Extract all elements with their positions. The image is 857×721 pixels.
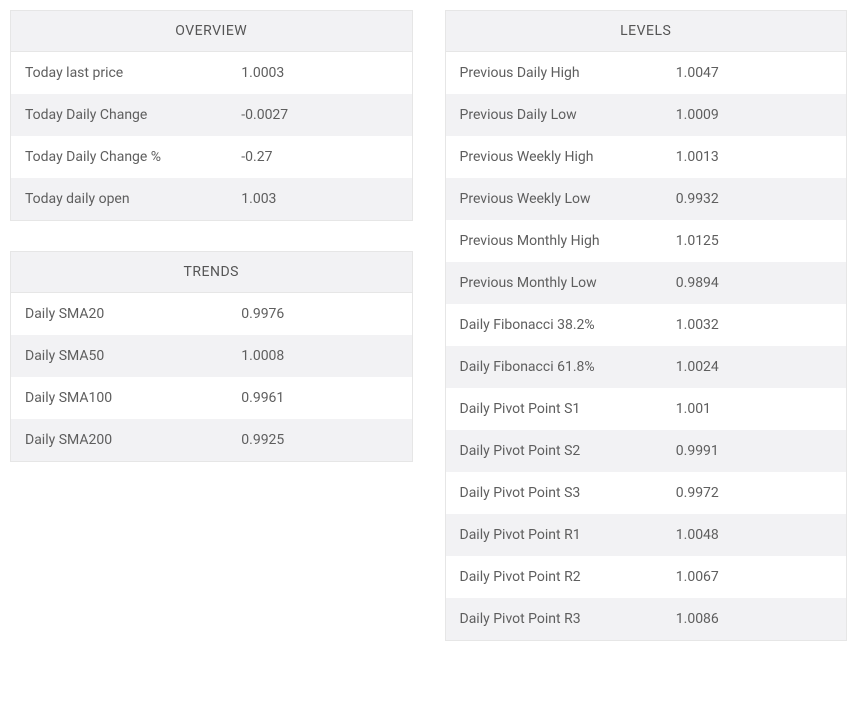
table-row: Previous Weekly High1.0013 bbox=[446, 136, 847, 178]
row-label: Daily Pivot Point R3 bbox=[446, 598, 662, 640]
levels-tbody: Previous Daily High1.0047Previous Daily … bbox=[446, 52, 847, 640]
row-value: 1.0047 bbox=[662, 52, 846, 94]
left-column: OVERVIEW Today last price1.0003Today Dai… bbox=[10, 10, 413, 462]
row-value: 0.9976 bbox=[227, 293, 411, 335]
table-row: Daily SMA200.9976 bbox=[11, 293, 412, 335]
table-row: Today last price1.0003 bbox=[11, 52, 412, 94]
row-value: 1.0086 bbox=[662, 598, 846, 640]
trends-tbody: Daily SMA200.9976Daily SMA501.0008Daily … bbox=[11, 293, 412, 461]
levels-table: Previous Daily High1.0047Previous Daily … bbox=[446, 52, 847, 640]
row-value: 0.9961 bbox=[227, 377, 411, 419]
trends-panel: TRENDS Daily SMA200.9976Daily SMA501.000… bbox=[10, 251, 413, 462]
tables-layout: OVERVIEW Today last price1.0003Today Dai… bbox=[10, 10, 847, 641]
row-value: 1.0032 bbox=[662, 304, 846, 346]
row-value: 1.0008 bbox=[227, 335, 411, 377]
row-value: 1.0048 bbox=[662, 514, 846, 556]
row-value: 0.9932 bbox=[662, 178, 846, 220]
table-row: Daily Pivot Point R11.0048 bbox=[446, 514, 847, 556]
table-row: Previous Daily Low1.0009 bbox=[446, 94, 847, 136]
row-value: 0.9972 bbox=[662, 472, 846, 514]
row-label: Previous Monthly High bbox=[446, 220, 662, 262]
row-label: Previous Daily High bbox=[446, 52, 662, 94]
row-label: Daily Pivot Point S3 bbox=[446, 472, 662, 514]
table-row: Previous Monthly High1.0125 bbox=[446, 220, 847, 262]
row-value: 1.0013 bbox=[662, 136, 846, 178]
row-label: Daily Pivot Point S1 bbox=[446, 388, 662, 430]
row-label: Daily SMA200 bbox=[11, 419, 227, 461]
row-label: Daily Fibonacci 38.2% bbox=[446, 304, 662, 346]
table-row: Daily Pivot Point R31.0086 bbox=[446, 598, 847, 640]
table-row: Daily Pivot Point S11.001 bbox=[446, 388, 847, 430]
row-value: 1.001 bbox=[662, 388, 846, 430]
row-label: Daily SMA20 bbox=[11, 293, 227, 335]
right-column: LEVELS Previous Daily High1.0047Previous… bbox=[445, 10, 848, 641]
row-value: 1.0003 bbox=[227, 52, 411, 94]
row-value: 1.0067 bbox=[662, 556, 846, 598]
table-row: Today Daily Change-0.0027 bbox=[11, 94, 412, 136]
table-row: Previous Daily High1.0047 bbox=[446, 52, 847, 94]
row-label: Today daily open bbox=[11, 178, 227, 220]
row-value: -0.27 bbox=[227, 136, 411, 178]
overview-title: OVERVIEW bbox=[11, 11, 412, 52]
table-row: Daily SMA2000.9925 bbox=[11, 419, 412, 461]
row-label: Today Daily Change % bbox=[11, 136, 227, 178]
table-row: Previous Weekly Low0.9932 bbox=[446, 178, 847, 220]
row-label: Today Daily Change bbox=[11, 94, 227, 136]
row-value: 0.9894 bbox=[662, 262, 846, 304]
levels-panel: LEVELS Previous Daily High1.0047Previous… bbox=[445, 10, 848, 641]
overview-tbody: Today last price1.0003Today Daily Change… bbox=[11, 52, 412, 220]
table-row: Previous Monthly Low0.9894 bbox=[446, 262, 847, 304]
table-row: Daily Fibonacci 61.8%1.0024 bbox=[446, 346, 847, 388]
overview-panel: OVERVIEW Today last price1.0003Today Dai… bbox=[10, 10, 413, 221]
row-label: Today last price bbox=[11, 52, 227, 94]
table-row: Today Daily Change %-0.27 bbox=[11, 136, 412, 178]
row-value: 1.0009 bbox=[662, 94, 846, 136]
row-label: Daily SMA50 bbox=[11, 335, 227, 377]
row-value: 1.0125 bbox=[662, 220, 846, 262]
row-value: 0.9925 bbox=[227, 419, 411, 461]
table-row: Today daily open1.003 bbox=[11, 178, 412, 220]
table-row: Daily Pivot Point S20.9991 bbox=[446, 430, 847, 472]
row-label: Daily SMA100 bbox=[11, 377, 227, 419]
row-label: Daily Pivot Point R2 bbox=[446, 556, 662, 598]
table-row: Daily Fibonacci 38.2%1.0032 bbox=[446, 304, 847, 346]
levels-title: LEVELS bbox=[446, 11, 847, 52]
row-value: 1.003 bbox=[227, 178, 411, 220]
row-value: 1.0024 bbox=[662, 346, 846, 388]
row-label: Daily Pivot Point S2 bbox=[446, 430, 662, 472]
row-label: Daily Fibonacci 61.8% bbox=[446, 346, 662, 388]
row-label: Previous Weekly High bbox=[446, 136, 662, 178]
row-label: Daily Pivot Point R1 bbox=[446, 514, 662, 556]
row-label: Previous Weekly Low bbox=[446, 178, 662, 220]
row-value: 0.9991 bbox=[662, 430, 846, 472]
trends-title: TRENDS bbox=[11, 252, 412, 293]
row-value: -0.0027 bbox=[227, 94, 411, 136]
table-row: Daily Pivot Point S30.9972 bbox=[446, 472, 847, 514]
overview-table: Today last price1.0003Today Daily Change… bbox=[11, 52, 412, 220]
table-row: Daily Pivot Point R21.0067 bbox=[446, 556, 847, 598]
table-row: Daily SMA1000.9961 bbox=[11, 377, 412, 419]
row-label: Previous Daily Low bbox=[446, 94, 662, 136]
table-row: Daily SMA501.0008 bbox=[11, 335, 412, 377]
trends-table: Daily SMA200.9976Daily SMA501.0008Daily … bbox=[11, 293, 412, 461]
row-label: Previous Monthly Low bbox=[446, 262, 662, 304]
